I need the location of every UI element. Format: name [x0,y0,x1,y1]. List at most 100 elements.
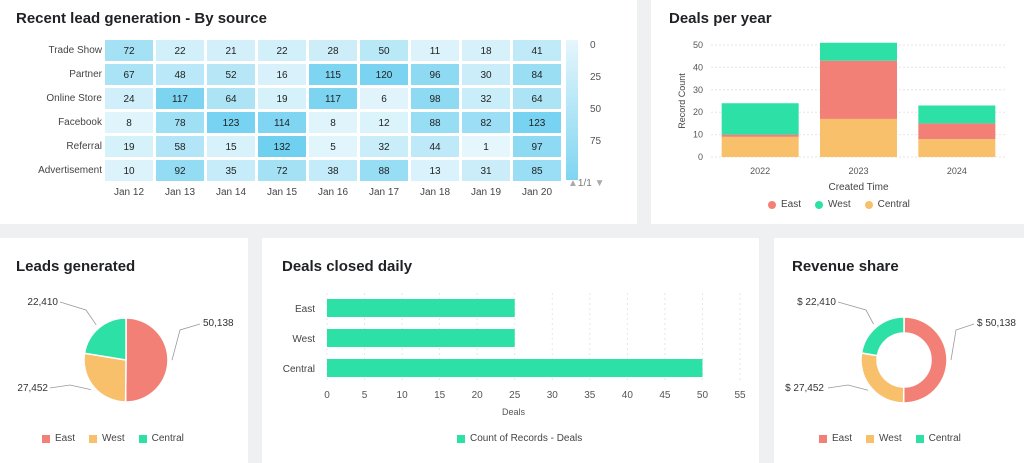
heatmap-cell[interactable]: 32 [359,135,409,158]
legend-item[interactable]: Central [864,199,910,210]
heatmap-cell[interactable]: 67 [104,63,154,86]
heatmap-cell[interactable]: 72 [257,159,307,182]
heatmap-cell[interactable]: 88 [359,159,409,182]
heatmap-cell[interactable]: 41 [512,39,562,62]
bar-segment-west[interactable] [820,42,897,61]
bar-segment-east[interactable] [820,60,897,119]
heatmap-cell[interactable]: 92 [155,159,205,182]
slice-east[interactable] [124,317,169,403]
pager-down-icon[interactable]: ▼ [594,178,605,189]
heatmap-cell[interactable]: 98 [410,87,460,110]
x-tick-label: 45 [659,390,671,401]
heatmap-pager[interactable]: ▲1/1 ▼ [568,178,605,189]
heatmap-cell[interactable]: 48 [155,63,205,86]
bar-segment-central[interactable] [918,139,996,157]
heatmap-cell[interactable]: 5 [308,135,358,158]
leads-generated-title: Leads generated [16,258,136,275]
x-axis-label: Deals [502,407,526,417]
heatmap-cell[interactable]: 22 [257,39,307,62]
slice-west[interactable] [83,352,127,403]
heatmap-cell[interactable]: 120 [359,63,409,86]
legend-item[interactable]: Central [138,433,184,444]
slice-central[interactable] [83,317,127,361]
bar-segment-east[interactable] [918,123,996,140]
data-label: $ 27,452 [785,383,824,394]
heatmap-cell[interactable]: 31 [461,159,511,182]
x-tick-label: 15 [434,390,446,401]
heatmap-cell[interactable]: 64 [512,87,562,110]
legend-swatch [42,434,50,443]
heatmap-cell[interactable]: 13 [410,159,460,182]
heatmap-cell[interactable]: 84 [512,63,562,86]
y-tick-label: 50 [693,40,703,50]
leads-generated-card: Leads generated 50,138 27,452 22,410 East W… [0,238,248,463]
heatmap-cell[interactable]: 64 [206,87,256,110]
heatmap-cell[interactable]: 85 [512,159,562,182]
heatmap-cell[interactable]: 82 [461,111,511,134]
heatmap-cell[interactable]: 28 [308,39,358,62]
heatmap-cell[interactable]: 52 [206,63,256,86]
heatmap-cell[interactable]: 15 [206,135,256,158]
leads-generated-chart: 50,138 27,452 22,410 [17,297,234,403]
heatmap-cell[interactable]: 117 [308,87,358,110]
bar-segment-central[interactable] [820,118,897,157]
heatmap-cell[interactable]: 12 [359,111,409,134]
legend-item[interactable]: West [815,199,851,210]
heatmap-cell[interactable]: 97 [512,135,562,158]
bar-segment-east[interactable] [721,134,799,137]
x-tick-label: 10 [397,390,409,401]
heatmap-cell[interactable]: 88 [410,111,460,134]
heatmap-cell[interactable]: 78 [155,111,205,134]
bar-central[interactable] [327,359,703,377]
heatmap-cell[interactable]: 44 [410,135,460,158]
legend-item[interactable]: East [42,433,75,444]
heatmap-cell[interactable]: 117 [155,87,205,110]
legend-label: West [102,433,125,444]
heatmap-cell[interactable]: 21 [206,39,256,62]
heatmap-cell[interactable]: 114 [257,111,307,134]
bar-east[interactable] [327,299,515,317]
heatmap-cell[interactable]: 32 [461,87,511,110]
heatmap-cell[interactable]: 50 [359,39,409,62]
bar-segment-west[interactable] [721,103,799,135]
bar-segment-west[interactable] [918,105,996,124]
heatmap-cell[interactable]: 132 [257,135,307,158]
data-label: $ 22,410 [797,297,836,308]
bar-segment-central[interactable] [721,136,799,157]
heatmap-cell[interactable]: 123 [206,111,256,134]
slice-east[interactable] [902,316,948,404]
heatmap-cell[interactable]: 8 [308,111,358,134]
heatmap-cell[interactable]: 58 [155,135,205,158]
heatmap-cell[interactable]: 38 [308,159,358,182]
legend-dot [815,200,824,209]
heatmap-cell[interactable]: 16 [257,63,307,86]
heatmap-cell[interactable]: 19 [104,135,154,158]
pager-up-icon[interactable]: ▲ [568,178,578,189]
legend-item[interactable]: East [768,199,801,210]
bar-west[interactable] [327,329,515,347]
heatmap-cell[interactable]: 10 [104,159,154,182]
heatmap-cell[interactable]: 6 [359,87,409,110]
heatmap-cell[interactable]: 24 [104,87,154,110]
legend-item[interactable]: East [819,433,852,444]
heatmap-cell[interactable]: 18 [461,39,511,62]
heatmap-cell[interactable]: 8 [104,111,154,134]
heatmap-cell[interactable]: 72 [104,39,154,62]
slice-central[interactable] [860,316,905,357]
legend-item[interactable]: Central [915,433,961,444]
heatmap-cell[interactable]: 11 [410,39,460,62]
heatmap-cell[interactable]: 115 [308,63,358,86]
deals-per-year-card: Deals per year 0 10 20 30 40 50 2022 2023 2024 Cr… [651,0,1024,224]
slice-west[interactable] [860,352,905,404]
heatmap-cell[interactable]: 19 [257,87,307,110]
legend-item[interactable]: West [866,433,902,444]
heatmap-cell[interactable]: 30 [461,63,511,86]
heatmap-cell[interactable]: 96 [410,63,460,86]
legend-swatch [89,434,98,443]
heatmap-cell[interactable]: 123 [512,111,562,134]
heatmap-cell[interactable]: 22 [155,39,205,62]
heatmap-cell[interactable]: 1 [461,135,511,158]
y-tick-label: 0 [698,152,703,162]
heatmap-cell[interactable]: 35 [206,159,256,182]
legend-item[interactable]: West [89,433,125,444]
